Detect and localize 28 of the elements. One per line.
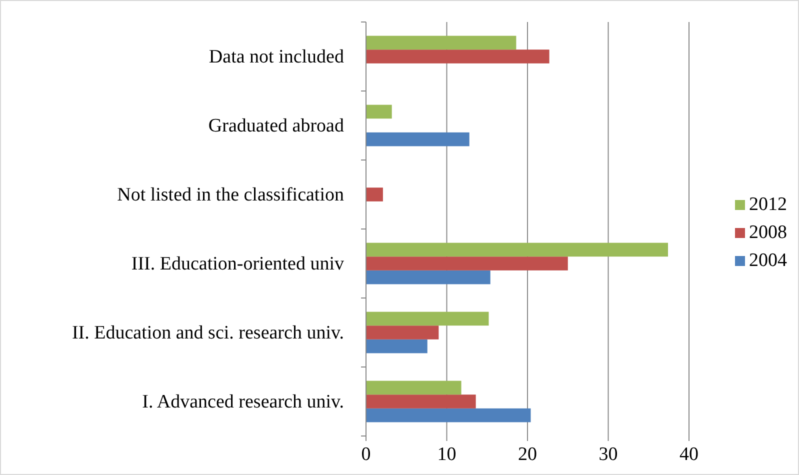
- x-tick-label: 0: [361, 444, 371, 465]
- bar: [366, 339, 428, 354]
- bar: [366, 132, 470, 146]
- y-tick-label: II. Education and sci. research univ.: [72, 322, 344, 344]
- y-tick-label: Data not included: [208, 46, 344, 68]
- legend-label: 2008: [749, 222, 787, 243]
- bar: [366, 380, 462, 395]
- legend-label: 2012: [749, 194, 787, 215]
- bar: [366, 394, 476, 408]
- bar: [366, 50, 550, 64]
- bar: [366, 256, 568, 270]
- bar: [366, 188, 383, 202]
- legend-label: 2004: [749, 250, 788, 271]
- x-tick-label: 20: [518, 444, 537, 465]
- bar: [366, 104, 392, 119]
- bar: [366, 242, 668, 257]
- x-tick-label: 40: [680, 444, 698, 465]
- y-tick-label: Graduated abroad: [208, 116, 344, 136]
- x-tick-label: 30: [598, 444, 618, 465]
- y-tick-label: I. Advanced research univ.: [142, 392, 344, 412]
- x-tick-label: 10: [437, 444, 456, 465]
- bar: [366, 326, 439, 340]
- bar: [366, 408, 531, 422]
- bar: [366, 270, 490, 284]
- bar: [366, 36, 516, 50]
- y-tick-label: Not listed in the classification: [117, 184, 344, 206]
- y-tick-label: III. Education-oriented univ: [131, 254, 344, 274]
- bar: [366, 312, 489, 326]
